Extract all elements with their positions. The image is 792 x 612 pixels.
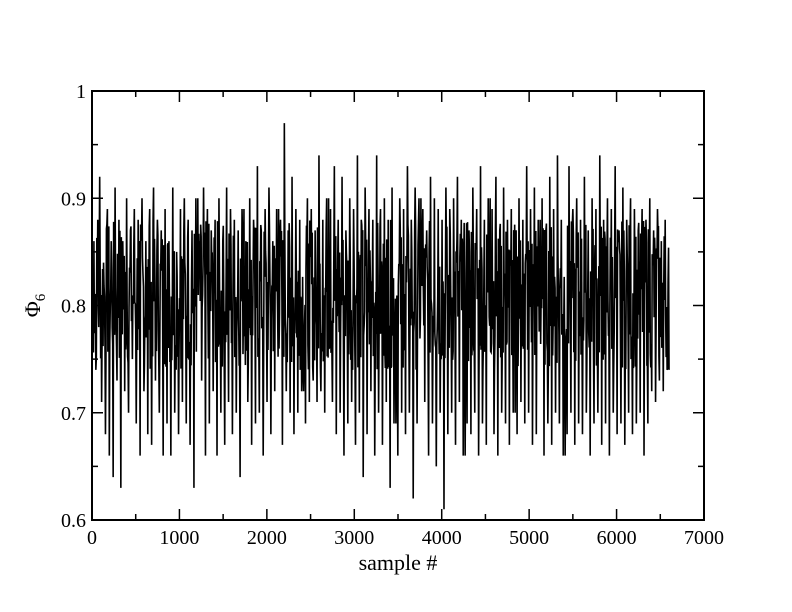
y-tick-label: 0.6	[61, 510, 86, 532]
y-axis-label: Φ6	[20, 293, 49, 317]
x-tick-label: 7000	[684, 527, 724, 549]
y-tick-label: 1	[76, 81, 86, 103]
x-tick-label: 1000	[159, 527, 199, 549]
y-tick-label: 0.7	[61, 403, 86, 425]
y-axis-label-subscript: 6	[33, 293, 49, 301]
x-tick-label: 0	[87, 527, 97, 549]
ticks-layer: 0 1000 2000 3000 4000 5000 6000 7000 0.6 0.7 0.8 0.…	[61, 81, 724, 549]
x-axis-label: sample #	[359, 550, 438, 575]
series-line	[91, 123, 670, 510]
y-tick-label: 0.9	[61, 188, 86, 210]
y-tick-label: 0.8	[61, 296, 86, 318]
x-tick-label: 4000	[422, 527, 462, 549]
series-layer	[91, 123, 670, 510]
x-tick-label: 3000	[334, 527, 374, 549]
x-tick-label: 5000	[509, 527, 549, 549]
y-axis-label-symbol: Φ	[20, 301, 45, 317]
x-tick-label: 6000	[597, 527, 637, 549]
x-tick-label: 2000	[247, 527, 287, 549]
